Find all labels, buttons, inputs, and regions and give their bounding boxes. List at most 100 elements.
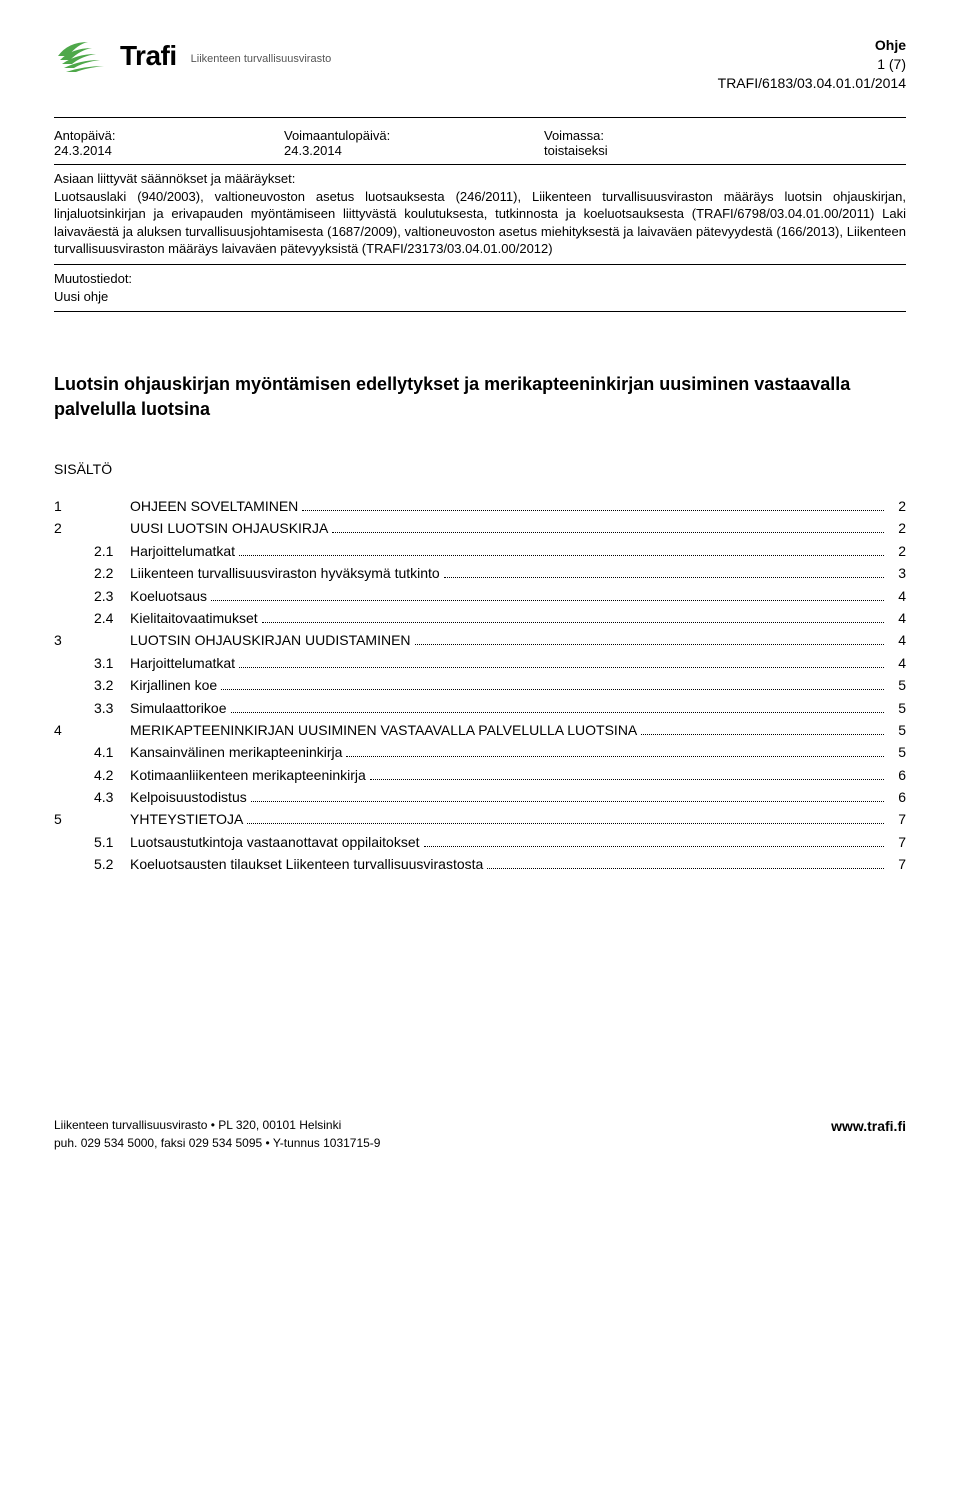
toc-leader-dots [415, 644, 884, 645]
change-info-label: Muutostiedot: [54, 271, 906, 286]
toc-page-number: 5 [888, 741, 906, 763]
toc-line: 4.2Kotimaanliikenteen merikapteeninkirja… [54, 764, 906, 786]
footer-line2: puh. 029 534 5000, faksi 029 534 5095 • … [54, 1134, 906, 1152]
toc-leader-dots [346, 756, 884, 757]
toc-number: 5 [54, 808, 84, 830]
toc-label: Kotimaanliikenteen merikapteeninkirja [130, 764, 366, 786]
toc-line: 4.3Kelpoisuustodistus 6 [54, 786, 906, 808]
toc-label: Simulaattorikoe [130, 697, 227, 719]
toc-leader-dots [231, 712, 885, 713]
toc-label: Kirjallinen koe [130, 674, 217, 696]
toc-number: 1 [54, 495, 84, 517]
toc-leader-dots [424, 846, 884, 847]
toc-subnumber: 5.1 [84, 831, 130, 853]
value-voimaantulo: 24.3.2014 [284, 143, 484, 158]
divider [54, 164, 906, 165]
toc-line: 4 MERIKAPTEENINKIRJAN UUSIMINEN VASTAAVAL… [54, 719, 906, 741]
toc-label: Kelpoisuustodistus [130, 786, 247, 808]
toc-line: 2.3Koeluotsaus4 [54, 585, 906, 607]
toc-number: 2 [54, 517, 84, 539]
toc-line: 1 OHJEEN SOVELTAMINEN 2 [54, 495, 906, 517]
toc-leader-dots [251, 801, 884, 802]
toc-line: 3.3Simulaattorikoe5 [54, 697, 906, 719]
label-antopaiva: Antopäivä: [54, 128, 224, 143]
toc-page-number: 3 [888, 562, 906, 584]
value-antopaiva: 24.3.2014 [54, 143, 224, 158]
toc-leader-dots [370, 779, 884, 780]
toc-page-number: 5 [888, 719, 906, 741]
toc-label: Kansainvälinen merikapteeninkirja [130, 741, 342, 763]
toc-page-number: 2 [888, 540, 906, 562]
toc-label: Harjoittelumatkat [130, 540, 235, 562]
date-meta-block: Antopäivä: Voimaantulopäivä: Voimassa: 2… [54, 128, 906, 158]
toc-page-number: 5 [888, 697, 906, 719]
toc-subnumber: 4.2 [84, 764, 130, 786]
toc-label: OHJEEN SOVELTAMINEN [130, 495, 298, 517]
date-values-row: 24.3.2014 24.3.2014 toistaiseksi [54, 143, 906, 158]
toc-leader-dots [211, 600, 884, 601]
document-main-title: Luotsin ohjauskirjan myöntämisen edellyt… [54, 372, 906, 421]
toc-page-number: 4 [888, 652, 906, 674]
toc-page-number: 4 [888, 607, 906, 629]
divider [54, 264, 906, 265]
value-voimassa: toistaiseksi [544, 143, 608, 158]
logo: Trafi Liikenteen turvallisuusvirasto [54, 36, 331, 76]
toc-page-number: 2 [888, 495, 906, 517]
toc-leader-dots [332, 532, 884, 533]
toc-page-number: 7 [888, 853, 906, 875]
toc-leader-dots [302, 510, 884, 511]
toc-leader-dots [239, 667, 884, 668]
change-info-value: Uusi ohje [54, 288, 906, 306]
toc-label: MERIKAPTEENINKIRJAN UUSIMINEN VASTAAVALL… [130, 719, 637, 741]
page-header: Trafi Liikenteen turvallisuusvirasto Ohj… [54, 36, 906, 93]
toc-label: Koeluotsaus [130, 585, 207, 607]
toc-line: 5.2Koeluotsausten tilaukset Liikenteen t… [54, 853, 906, 875]
toc-label: Luotsaustutkintoja vastaanottavat oppila… [130, 831, 420, 853]
related-regulations-label: Asiaan liittyvät säännökset ja määräykse… [54, 171, 906, 186]
toc-page-number: 4 [888, 629, 906, 651]
toc-subnumber: 5.2 [84, 853, 130, 875]
toc-leader-dots [239, 555, 884, 556]
toc-number: 3 [54, 629, 84, 651]
toc-number: 4 [54, 719, 84, 741]
toc-subnumber: 3.1 [84, 652, 130, 674]
toc-line: 5 YHTEYSTIETOJA 7 [54, 808, 906, 830]
toc-leader-dots [262, 622, 884, 623]
toc-leader-dots [247, 823, 884, 824]
toc-label: Kielitaitovaatimukset [130, 607, 258, 629]
divider [54, 311, 906, 312]
footer-line1: Liikenteen turvallisuusvirasto • PL 320,… [54, 1116, 906, 1134]
divider [54, 117, 906, 118]
toc-page-number: 6 [888, 786, 906, 808]
logo-word: Trafi [120, 40, 177, 72]
toc-label: Liikenteen turvallisuusviraston hyväksym… [130, 562, 440, 584]
toc-subnumber: 2.1 [84, 540, 130, 562]
label-voimassa: Voimassa: [544, 128, 604, 143]
logo-subtitle: Liikenteen turvallisuusvirasto [191, 53, 332, 65]
toc-subnumber: 4.1 [84, 741, 130, 763]
toc-page-number: 6 [888, 764, 906, 786]
toc-leader-dots [444, 577, 884, 578]
toc-heading: SISÄLTÖ [54, 461, 906, 477]
footer-url: www.trafi.fi [831, 1116, 906, 1137]
toc-line: 2UUSI LUOTSIN OHJAUSKIRJA2 [54, 517, 906, 539]
label-voimaantulo: Voimaantulopäivä: [284, 128, 484, 143]
page-footer: www.trafi.fi Liikenteen turvallisuusvira… [54, 1116, 906, 1152]
toc-label: YHTEYSTIETOJA [130, 808, 243, 830]
table-of-contents: 1 OHJEEN SOVELTAMINEN 22UUSI LUOTSIN OHJAU… [54, 495, 906, 876]
toc-label: LUOTSIN OHJAUSKIRJAN UUDISTAMINEN [130, 629, 411, 651]
toc-page-number: 7 [888, 808, 906, 830]
toc-subnumber: 4.3 [84, 786, 130, 808]
toc-label: Koeluotsausten tilaukset Liikenteen turv… [130, 853, 483, 875]
toc-line: 3.2Kirjallinen koe 5 [54, 674, 906, 696]
toc-label: Harjoittelumatkat [130, 652, 235, 674]
logo-icon [54, 36, 110, 76]
toc-subnumber: 2.3 [84, 585, 130, 607]
toc-page-number: 7 [888, 831, 906, 853]
toc-line: 4.1Kansainvälinen merikapteeninkirja 5 [54, 741, 906, 763]
toc-line: 2.2Liikenteen turvallisuusviraston hyväk… [54, 562, 906, 584]
toc-subnumber: 3.2 [84, 674, 130, 696]
document-meta: Ohje 1 (7) TRAFI/6183/03.04.01.01/2014 [718, 36, 906, 93]
toc-page-number: 5 [888, 674, 906, 696]
doc-type-title: Ohje [718, 36, 906, 55]
